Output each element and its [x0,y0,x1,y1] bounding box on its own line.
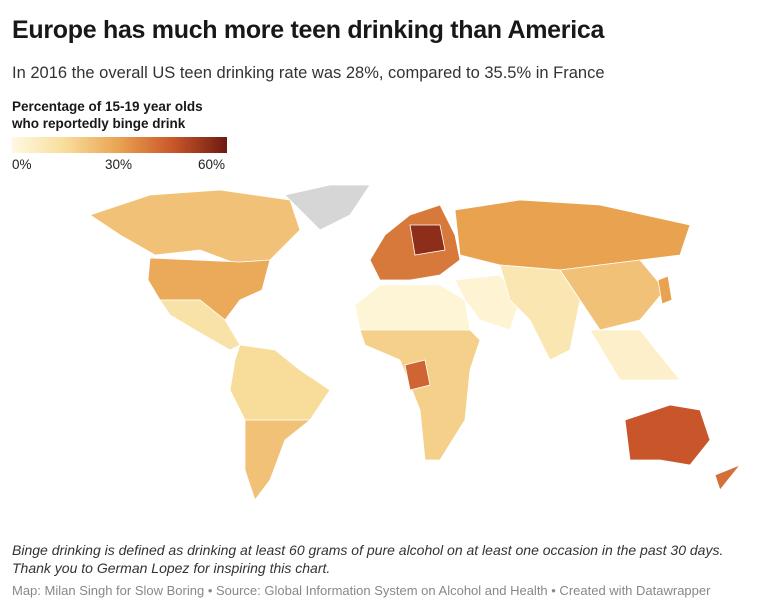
region-greenland[interactable] [284,184,371,231]
region-central-africa[interactable] [404,359,431,391]
region-sub-saharan-africa[interactable] [359,329,481,461]
legend-title: Percentage of 15-19 year olds who report… [12,98,203,132]
legend-tick-30: 30% [105,157,133,172]
legend-tick-0: 0% [12,157,32,172]
region-north-africa[interactable] [354,284,471,331]
legend-tick-60: 60% [198,157,226,172]
region-new-zealand[interactable] [714,464,742,491]
note-line2: Thank you to German Lopez for inspiring … [12,560,331,576]
region-usa[interactable] [147,257,271,321]
legend-title-line2: who reportedly binge drink [12,116,186,131]
region-central-europe[interactable] [409,224,446,256]
legend-color-bar [12,137,227,153]
region-south-america-south[interactable] [244,419,312,501]
region-central-america[interactable] [159,299,241,351]
region-southeast-asia[interactable] [589,329,681,381]
region-south-america-north[interactable] [229,344,331,421]
region-australia[interactable] [624,404,711,466]
region-russia[interactable] [454,199,691,271]
region-canada[interactable] [89,189,301,266]
note-line1: Binge drinking is defined as drinking at… [12,542,724,558]
legend-title-line1: Percentage of 15-19 year olds [12,99,203,114]
chart-subtitle: In 2016 the overall US teen drinking rat… [12,64,605,82]
region-japan[interactable] [657,275,673,305]
chart-note: Binge drinking is defined as drinking at… [12,541,723,577]
region-east-asia[interactable] [559,259,666,331]
chart-footer: Map: Milan Singh for Slow Boring • Sourc… [12,583,711,598]
region-middle-east[interactable] [454,274,521,331]
chart-title: Europe has much more teen drinking than … [12,16,605,44]
